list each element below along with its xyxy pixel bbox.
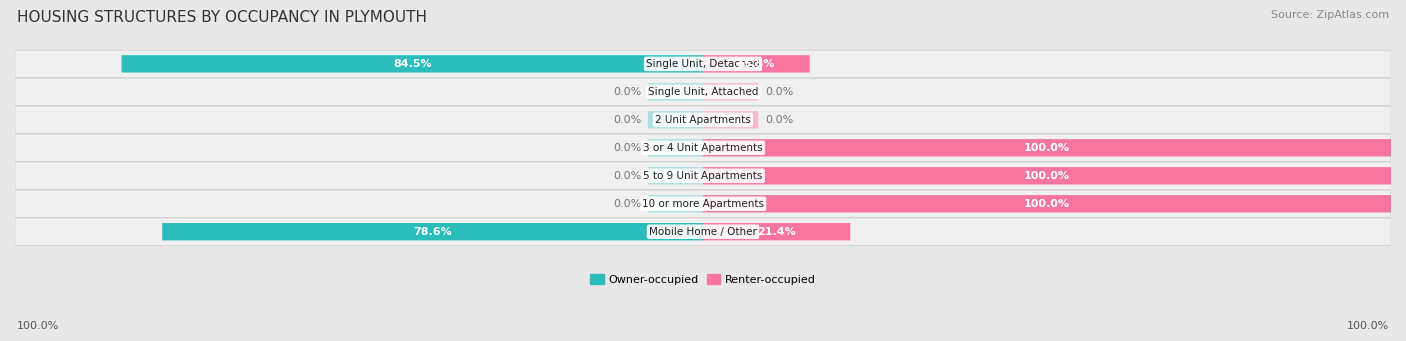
Text: HOUSING STRUCTURES BY OCCUPANCY IN PLYMOUTH: HOUSING STRUCTURES BY OCCUPANCY IN PLYMO…	[17, 10, 427, 25]
Text: 0.0%: 0.0%	[613, 171, 641, 181]
FancyBboxPatch shape	[15, 162, 1391, 190]
Text: 84.5%: 84.5%	[394, 59, 432, 69]
Text: 0.0%: 0.0%	[765, 87, 793, 97]
Text: 10 or more Apartments: 10 or more Apartments	[643, 199, 763, 209]
Text: 0.0%: 0.0%	[613, 115, 641, 125]
FancyBboxPatch shape	[648, 195, 703, 212]
FancyBboxPatch shape	[703, 83, 758, 101]
FancyBboxPatch shape	[648, 167, 703, 184]
FancyBboxPatch shape	[648, 83, 703, 101]
FancyBboxPatch shape	[15, 106, 1391, 134]
Text: Source: ZipAtlas.com: Source: ZipAtlas.com	[1271, 10, 1389, 20]
Text: 0.0%: 0.0%	[765, 115, 793, 125]
FancyBboxPatch shape	[703, 223, 851, 240]
Text: Single Unit, Detached: Single Unit, Detached	[647, 59, 759, 69]
FancyBboxPatch shape	[15, 218, 1391, 246]
Text: 2 Unit Apartments: 2 Unit Apartments	[655, 115, 751, 125]
Text: 5 to 9 Unit Apartments: 5 to 9 Unit Apartments	[644, 171, 762, 181]
Text: 100.0%: 100.0%	[17, 321, 59, 331]
Text: 0.0%: 0.0%	[613, 143, 641, 153]
FancyBboxPatch shape	[15, 190, 1391, 218]
FancyBboxPatch shape	[162, 223, 703, 240]
Text: 78.6%: 78.6%	[413, 227, 451, 237]
Text: 0.0%: 0.0%	[613, 87, 641, 97]
FancyBboxPatch shape	[15, 134, 1391, 162]
Text: 21.4%: 21.4%	[758, 227, 796, 237]
Text: 100.0%: 100.0%	[1024, 143, 1070, 153]
Text: 15.5%: 15.5%	[737, 59, 776, 69]
Text: Single Unit, Attached: Single Unit, Attached	[648, 87, 758, 97]
FancyBboxPatch shape	[121, 55, 703, 73]
Text: 0.0%: 0.0%	[613, 199, 641, 209]
FancyBboxPatch shape	[15, 50, 1391, 78]
Legend: Owner-occupied, Renter-occupied: Owner-occupied, Renter-occupied	[586, 270, 820, 289]
Text: Mobile Home / Other: Mobile Home / Other	[650, 227, 756, 237]
FancyBboxPatch shape	[703, 139, 1391, 157]
FancyBboxPatch shape	[703, 195, 1391, 212]
FancyBboxPatch shape	[648, 139, 703, 157]
Text: 100.0%: 100.0%	[1024, 199, 1070, 209]
FancyBboxPatch shape	[15, 78, 1391, 106]
FancyBboxPatch shape	[648, 111, 703, 129]
Text: 100.0%: 100.0%	[1347, 321, 1389, 331]
Text: 3 or 4 Unit Apartments: 3 or 4 Unit Apartments	[643, 143, 763, 153]
FancyBboxPatch shape	[703, 55, 810, 73]
FancyBboxPatch shape	[703, 111, 758, 129]
Text: 100.0%: 100.0%	[1024, 171, 1070, 181]
FancyBboxPatch shape	[703, 167, 1391, 184]
